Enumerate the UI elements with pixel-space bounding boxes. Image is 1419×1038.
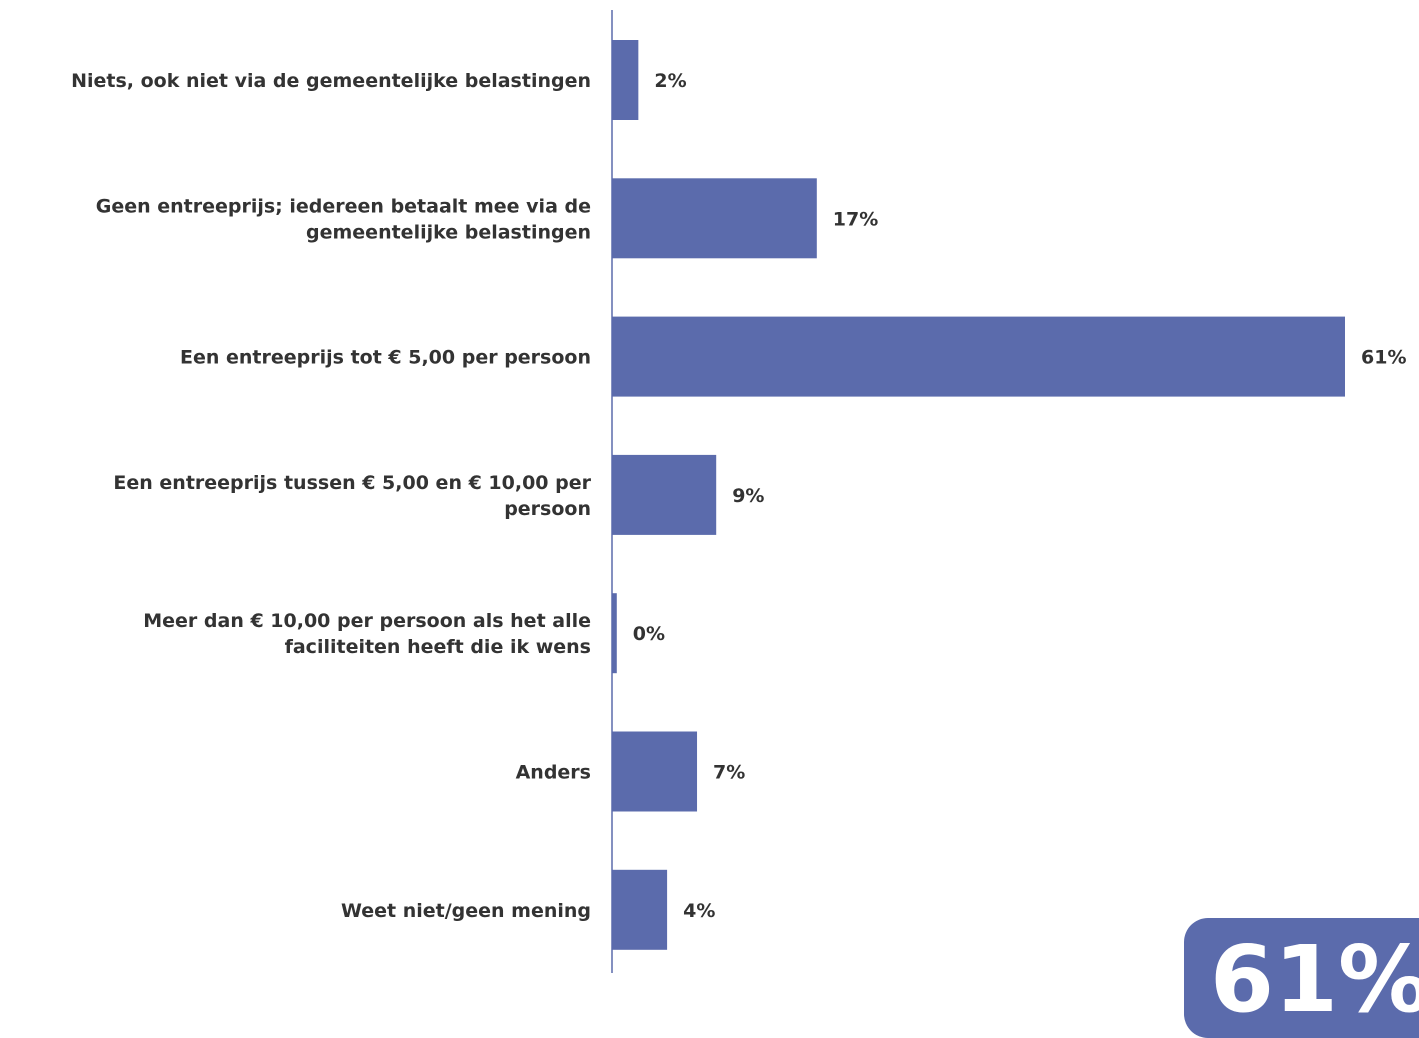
bar-chart: Niets, ook niet via de gemeentelijke bel… [71,10,1407,973]
value-label-6: 4% [683,900,715,922]
bar-6 [612,869,668,950]
bar-1 [612,178,817,259]
category-label-line: persoon [504,498,591,520]
highlight-callout: 61% [1184,918,1419,1038]
category-label-6: Weet niet/geen mening [341,900,591,922]
bar-0 [612,40,639,120]
bar-4 [612,593,617,674]
value-label-5: 7% [713,762,745,784]
category-label-line: Een entreeprijs tot € 5,00 per persoon [180,347,591,369]
category-label-line: Anders [516,762,591,784]
bar-3 [612,454,717,535]
category-label-3: Een entreeprijs tussen € 5,00 en € 10,00… [113,472,591,520]
category-label-2: Een entreeprijs tot € 5,00 per persoon [180,347,591,369]
category-label-line: faciliteiten heeft die ik wens [285,636,591,658]
value-label-0: 2% [654,70,686,92]
category-labels: Niets, ook niet via de gemeentelijke bel… [71,70,592,922]
category-label-0: Niets, ook niet via de gemeentelijke bel… [71,70,591,92]
bars [612,40,1345,950]
category-label-line: gemeentelijke belastingen [306,221,591,243]
bar-2 [612,316,1345,397]
category-label-1: Geen entreeprijs; iedereen betaalt mee v… [96,195,591,243]
category-label-line: Niets, ook niet via de gemeentelijke bel… [71,70,591,92]
value-labels: 2% 17% 61% 9% 0% 7% 4% [633,70,1407,922]
category-label-4: Meer dan € 10,00 per persoon als het all… [143,610,591,658]
category-label-line: Meer dan € 10,00 per persoon als het all… [143,610,591,632]
category-label-line: Weet niet/geen mening [341,900,591,922]
value-label-1: 17% [833,208,878,230]
bar-5 [612,731,698,812]
category-label-line: Een entreeprijs tussen € 5,00 en € 10,00… [113,472,591,494]
value-label-3: 9% [732,485,764,507]
value-label-2: 61% [1361,347,1406,369]
category-label-line: Geen entreeprijs; iedereen betaalt mee v… [96,195,591,217]
highlight-callout-value: 61% [1210,926,1419,1033]
category-label-5: Anders [516,762,591,784]
value-label-4: 0% [633,623,665,645]
